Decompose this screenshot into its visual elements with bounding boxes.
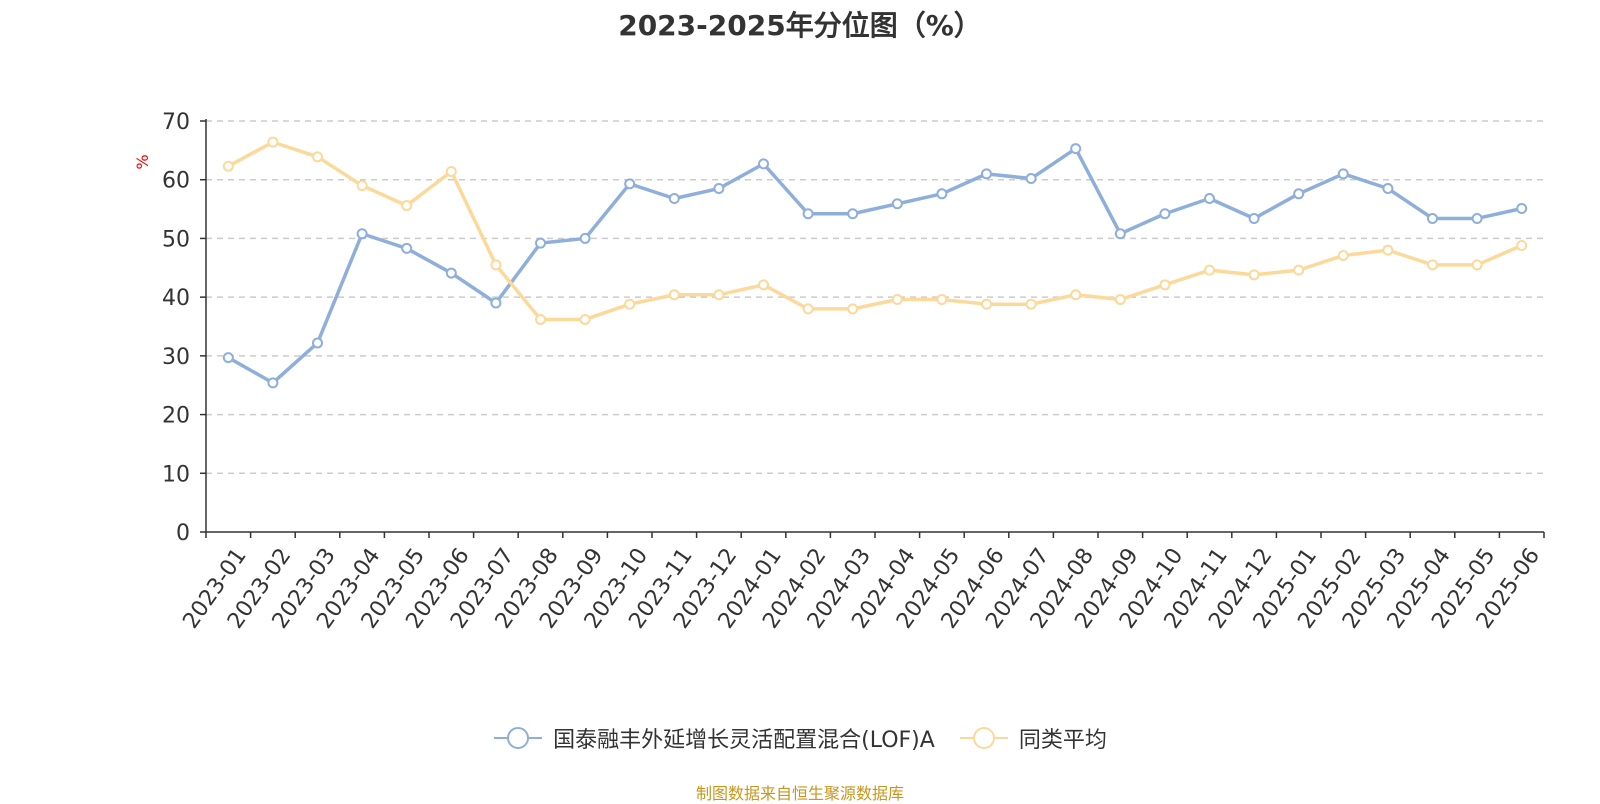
data-point[interactable] [1025,298,1037,310]
data-point[interactable] [891,198,903,210]
series [222,136,1528,389]
data-point[interactable] [1471,259,1483,271]
data-point[interactable] [490,259,502,271]
series-line [227,146,1523,385]
data-point[interactable] [1337,249,1349,261]
legend-circle [507,727,530,749]
data-point[interactable] [802,303,814,315]
data-point[interactable] [356,228,368,240]
data-point[interactable] [624,178,636,190]
y-tick-label: 50 [162,227,190,252]
data-point[interactable] [267,377,279,389]
legend: 国泰融丰外延增长灵活配置混合(LOF)A 同类平均 [0,722,1600,754]
data-point[interactable] [445,267,457,279]
data-point[interactable] [668,193,680,205]
data-point[interactable] [401,200,413,212]
data-point[interactable] [1204,193,1215,205]
y-axis-unit-label: % [133,154,152,169]
data-point[interactable] [312,151,323,163]
series-0 [222,143,1528,389]
data-point[interactable] [1427,259,1438,271]
legend-label: 同类平均 [1018,728,1107,753]
y-tick-label: 20 [162,404,190,429]
data-point[interactable] [891,293,903,305]
data-point[interactable] [1070,289,1082,301]
y-tick-label: 40 [162,286,190,311]
data-point[interactable] [713,183,725,195]
data-point[interactable] [1293,264,1305,276]
data-point[interactable] [1382,244,1394,256]
data-point[interactable] [535,237,546,249]
data-point[interactable] [936,293,948,305]
data-point[interactable] [1159,279,1171,291]
data-point[interactable] [1025,173,1037,185]
legend-circle [972,727,995,749]
legend-item[interactable]: 同类平均 [959,722,1107,754]
y-tick-label: 60 [162,169,190,194]
y-tick-label: 0 [176,521,190,546]
data-point[interactable] [445,165,457,177]
y-tick-label: 70 [162,110,190,135]
data-point[interactable] [579,232,591,244]
data-point[interactable] [847,208,859,220]
legend-marker-icon [494,727,543,749]
data-point[interactable] [713,289,725,301]
data-point[interactable] [1337,168,1349,180]
data-point[interactable] [758,279,769,291]
data-point[interactable] [1471,212,1483,224]
data-point[interactable] [222,160,234,172]
legend-item[interactable]: 国泰融丰外延增长灵活配置混合(LOF)A [493,722,935,754]
data-point[interactable] [267,136,279,148]
data-point[interactable] [1114,293,1126,305]
data-point[interactable] [1427,212,1438,224]
data-point[interactable] [1516,202,1528,214]
grid-lines [206,120,1544,475]
data-point[interactable] [758,158,769,170]
data-point[interactable] [1248,212,1260,224]
data-point[interactable] [624,298,636,310]
data-point[interactable] [312,337,323,349]
data-point[interactable] [579,313,591,325]
data-point[interactable] [356,180,368,192]
y-tick-label: 30 [162,345,190,370]
legend-marker-icon [959,727,1008,749]
data-point[interactable] [490,297,502,309]
data-point[interactable] [981,168,992,180]
data-point[interactable] [1204,264,1215,276]
data-point[interactable] [401,242,413,254]
legend-label: 国泰融丰外延增长灵活配置混合(LOF)A [553,728,935,753]
data-point[interactable] [936,188,948,200]
data-point[interactable] [1114,228,1126,240]
data-point[interactable] [1516,239,1528,251]
data-point[interactable] [1248,269,1260,281]
data-point[interactable] [535,313,546,325]
source-note: 制图数据来自恒生聚源数据库 [695,784,904,803]
data-point[interactable] [1159,208,1171,220]
y-tick-label: 10 [162,462,190,487]
data-point[interactable] [1293,188,1305,200]
chart-title: 2023-2025年分位图（%） [618,9,982,42]
data-point[interactable] [802,208,814,220]
series-1 [222,136,1528,325]
data-point[interactable] [1070,143,1082,155]
data-point[interactable] [847,303,859,315]
data-point[interactable] [668,289,680,301]
data-point[interactable] [981,298,992,310]
data-point[interactable] [1382,183,1394,195]
series-line [227,140,1523,322]
data-point[interactable] [222,352,234,364]
